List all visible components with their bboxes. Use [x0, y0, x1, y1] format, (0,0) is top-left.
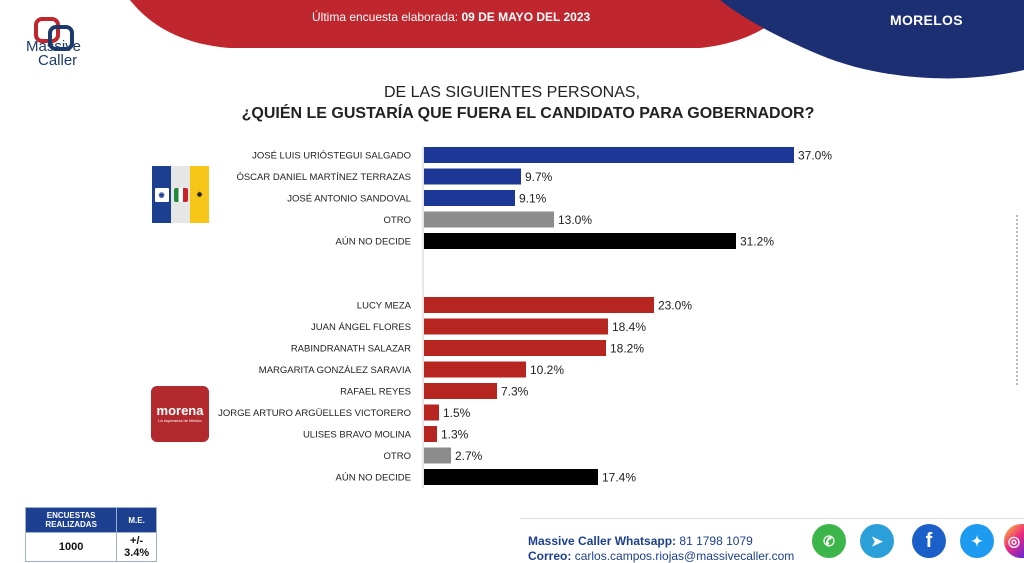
right-edge-dots: [1016, 215, 1024, 385]
value-label-0-2: 9.1%: [519, 192, 547, 206]
email-label: Correo:: [528, 549, 572, 563]
morena-logo-text: morena: [156, 403, 204, 418]
whatsapp-number: 81 1798 1079: [679, 534, 753, 548]
category-label-1-1: JUAN ÁNGEL FLORES: [311, 322, 411, 333]
logo-text-caller: Caller: [38, 52, 78, 69]
value-label-1-7: 2.7%: [455, 449, 483, 463]
footer-divider: [520, 518, 1024, 519]
facebook-icon[interactable]: f: [912, 524, 946, 558]
instagram-icon[interactable]: ◎: [1004, 524, 1024, 558]
margin-error-header: M.E.: [116, 507, 157, 533]
header-red-shape: [130, 0, 800, 48]
pan-stripe: ◉: [152, 166, 171, 223]
bar-0-2: [424, 190, 515, 206]
category-label-1-5: JORGE ARTURO ARGÜELLES VICTORERO: [218, 408, 411, 419]
value-label-1-0: 23.0%: [658, 299, 692, 313]
logo-text-massive: Massive: [26, 38, 82, 55]
surveys-value: 1000: [24, 532, 118, 562]
bar-1-5: [424, 404, 439, 421]
prd-emblem-icon: ✹: [192, 187, 207, 202]
value-label-0-1: 9.7%: [525, 170, 553, 184]
massive-caller-logo-icon: [34, 17, 74, 51]
bar-1-7: [424, 447, 451, 464]
bar-1-3: [424, 361, 526, 378]
category-label-0-4: AÚN NO DECIDE: [336, 237, 411, 248]
bar-0-0: [424, 147, 794, 163]
state-label: MORELOS: [890, 12, 963, 28]
bar-0-3: [424, 211, 554, 228]
morena-logo-subtext: La esperanza de México: [158, 418, 202, 423]
category-label-1-2: RABINDRANATH SALAZAR: [291, 344, 411, 355]
category-label-0-2: JOSÉ ANTONIO SANDOVAL: [287, 194, 411, 205]
category-label-0-3: OTRO: [384, 215, 411, 226]
telegram-icon[interactable]: ➤: [860, 524, 894, 558]
surveys-header: ENCUESTAS REALIZADAS: [24, 507, 118, 533]
value-label-1-5: 1.5%: [443, 406, 471, 420]
whatsapp-label: Massive Caller Whatsapp:: [528, 534, 677, 548]
contact-email: Correo: carlos.campos.riojas@massivecall…: [528, 549, 794, 563]
pri-emblem-icon: [173, 187, 188, 202]
category-label-1-7: OTRO: [384, 451, 411, 462]
value-label-1-2: 18.2%: [610, 342, 644, 356]
bar-1-4: [424, 383, 497, 399]
email-link[interactable]: carlos.campos.riojas@massivecaller.com: [574, 549, 795, 563]
category-label-0-1: ÓSCAR DANIEL MARTÍNEZ TERRAZAS: [236, 172, 411, 183]
bar-1-0: [424, 297, 654, 313]
prd-stripe: ✹: [190, 166, 209, 223]
pri-stripe: [171, 166, 190, 223]
question-line-1: DE LAS SIGUIENTES PERSONAS,: [383, 84, 641, 101]
whatsapp-icon[interactable]: ✆: [812, 524, 846, 558]
bar-1-1: [424, 318, 608, 335]
value-label-1-1: 18.4%: [612, 320, 646, 334]
bar-1-2: [424, 340, 606, 356]
category-label-1-0: LUCY MEZA: [357, 301, 412, 312]
category-label-1-6: ULISES BRAVO MOLINA: [303, 430, 412, 441]
question-line-2: ¿QUIÉN LE GUSTARÍA QUE FUERA EL CANDIDAT…: [241, 105, 815, 122]
survey-date: Última encuesta elaborada: 09 DE MAYO DE…: [312, 10, 590, 24]
survey-date-value: 09 DE MAYO DEL 2023: [461, 10, 591, 24]
contact-whatsapp: Massive Caller Whatsapp: 81 1798 1079: [528, 534, 753, 548]
value-label-0-3: 13.0%: [558, 213, 592, 227]
category-label-1-8: AÚN NO DECIDE: [336, 473, 411, 484]
header-blue-shape: [720, 0, 1024, 79]
pan-emblem-icon: ◉: [153, 186, 170, 203]
survey-date-prefix: Última encuesta elaborada:: [312, 10, 459, 24]
bar-0-1: [424, 168, 521, 185]
bar-1-8: [424, 469, 598, 485]
margin-error-value: +/- 3.4%: [116, 532, 157, 562]
survey-stats-table: ENCUESTAS REALIZADAS M.E. 1000 +/- 3.4%: [24, 507, 157, 562]
value-label-1-3: 10.2%: [530, 363, 564, 377]
header-band: [130, 0, 1024, 79]
bar-0-4: [424, 233, 736, 249]
value-label-1-4: 7.3%: [501, 385, 529, 399]
category-label-0-0: JOSÉ LUIS URIÓSTEGUI SALGADO: [252, 151, 411, 162]
category-label-1-3: MARGARITA GONZÁLEZ SARAVIA: [259, 365, 412, 376]
morena-logo-icon: morena La esperanza de México: [151, 386, 209, 442]
twitter-icon[interactable]: ✦: [960, 524, 994, 558]
category-label-1-4: RAFAEL REYES: [340, 387, 411, 398]
value-label-0-4: 31.2%: [740, 235, 774, 249]
value-label-0-0: 37.0%: [798, 149, 832, 163]
value-label-1-6: 1.3%: [441, 428, 469, 442]
bar-1-6: [424, 426, 437, 442]
coalition-logo-icon: ◉ ✹: [152, 166, 209, 223]
value-label-1-8: 17.4%: [602, 471, 636, 485]
